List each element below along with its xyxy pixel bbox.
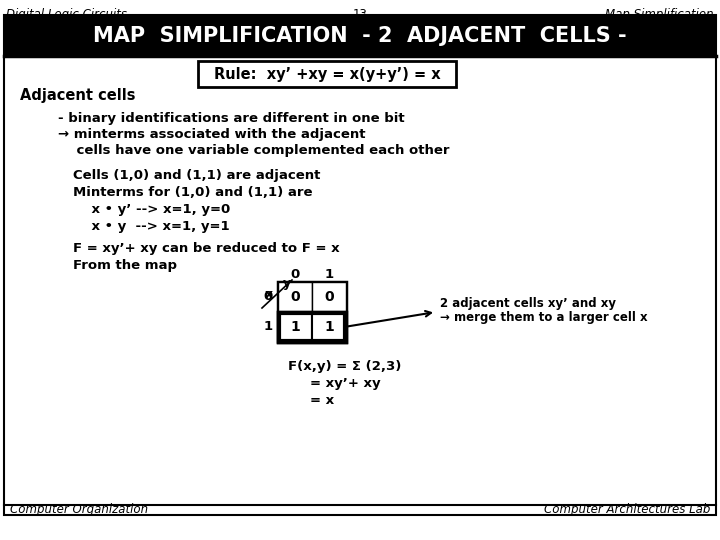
Text: y: y [283, 277, 291, 290]
Text: 1: 1 [264, 321, 273, 334]
Text: 0: 0 [290, 267, 300, 280]
Bar [312, 282, 346, 312]
Text: From the map: From the map [73, 259, 177, 272]
Bar [278, 282, 346, 342]
Text: → minterms associated with the adjacent: → minterms associated with the adjacent [58, 128, 366, 141]
Text: 1: 1 [324, 320, 334, 334]
Text: 1: 1 [290, 320, 300, 334]
Text: 0: 0 [264, 291, 273, 303]
Text: 13: 13 [353, 8, 367, 21]
Bar [278, 282, 312, 312]
Text: x • y’ --> x=1, y=0: x • y’ --> x=1, y=0 [73, 203, 230, 216]
Text: → merge them to a larger cell x: → merge them to a larger cell x [440, 312, 647, 325]
Bar [312, 312, 346, 342]
Bar [198, 61, 456, 87]
Text: - binary identifications are different in one bit: - binary identifications are different i… [58, 112, 405, 125]
Bar [4, 15, 716, 56]
Text: = xy’+ xy: = xy’+ xy [310, 377, 381, 390]
Text: = x: = x [310, 394, 334, 407]
Text: MAP  SIMPLIFICATION  - 2  ADJACENT  CELLS -: MAP SIMPLIFICATION - 2 ADJACENT CELLS - [93, 26, 627, 46]
Bar [278, 312, 346, 342]
Bar [278, 312, 312, 342]
Text: 0: 0 [290, 290, 300, 304]
Text: 0: 0 [324, 290, 334, 304]
Text: Adjacent cells: Adjacent cells [20, 88, 135, 103]
Text: Cells (1,0) and (1,1) are adjacent: Cells (1,0) and (1,1) are adjacent [73, 169, 320, 182]
Text: 2 adjacent cells xy’ and xy: 2 adjacent cells xy’ and xy [440, 298, 616, 310]
Text: Computer Organization: Computer Organization [10, 503, 148, 516]
Text: cells have one variable complemented each other: cells have one variable complemented eac… [58, 144, 449, 157]
Text: x: x [265, 287, 273, 300]
Text: Computer Architectures Lab: Computer Architectures Lab [544, 503, 710, 516]
Text: Rule:  xy’ +xy = x(y+y’) = x: Rule: xy’ +xy = x(y+y’) = x [214, 66, 441, 82]
Text: F = xy’+ xy can be reduced to F = x: F = xy’+ xy can be reduced to F = x [73, 242, 340, 255]
Bar [279, 313, 345, 341]
Text: 1: 1 [325, 267, 333, 280]
Text: F(x,y) = Σ (2,3): F(x,y) = Σ (2,3) [288, 360, 401, 373]
Text: Digital Logic Circuits: Digital Logic Circuits [6, 8, 127, 21]
Text: x • y  --> x=1, y=1: x • y --> x=1, y=1 [73, 220, 230, 233]
Text: Map Simplification: Map Simplification [606, 8, 714, 21]
Text: Minterms for (1,0) and (1,1) are: Minterms for (1,0) and (1,1) are [73, 186, 312, 199]
